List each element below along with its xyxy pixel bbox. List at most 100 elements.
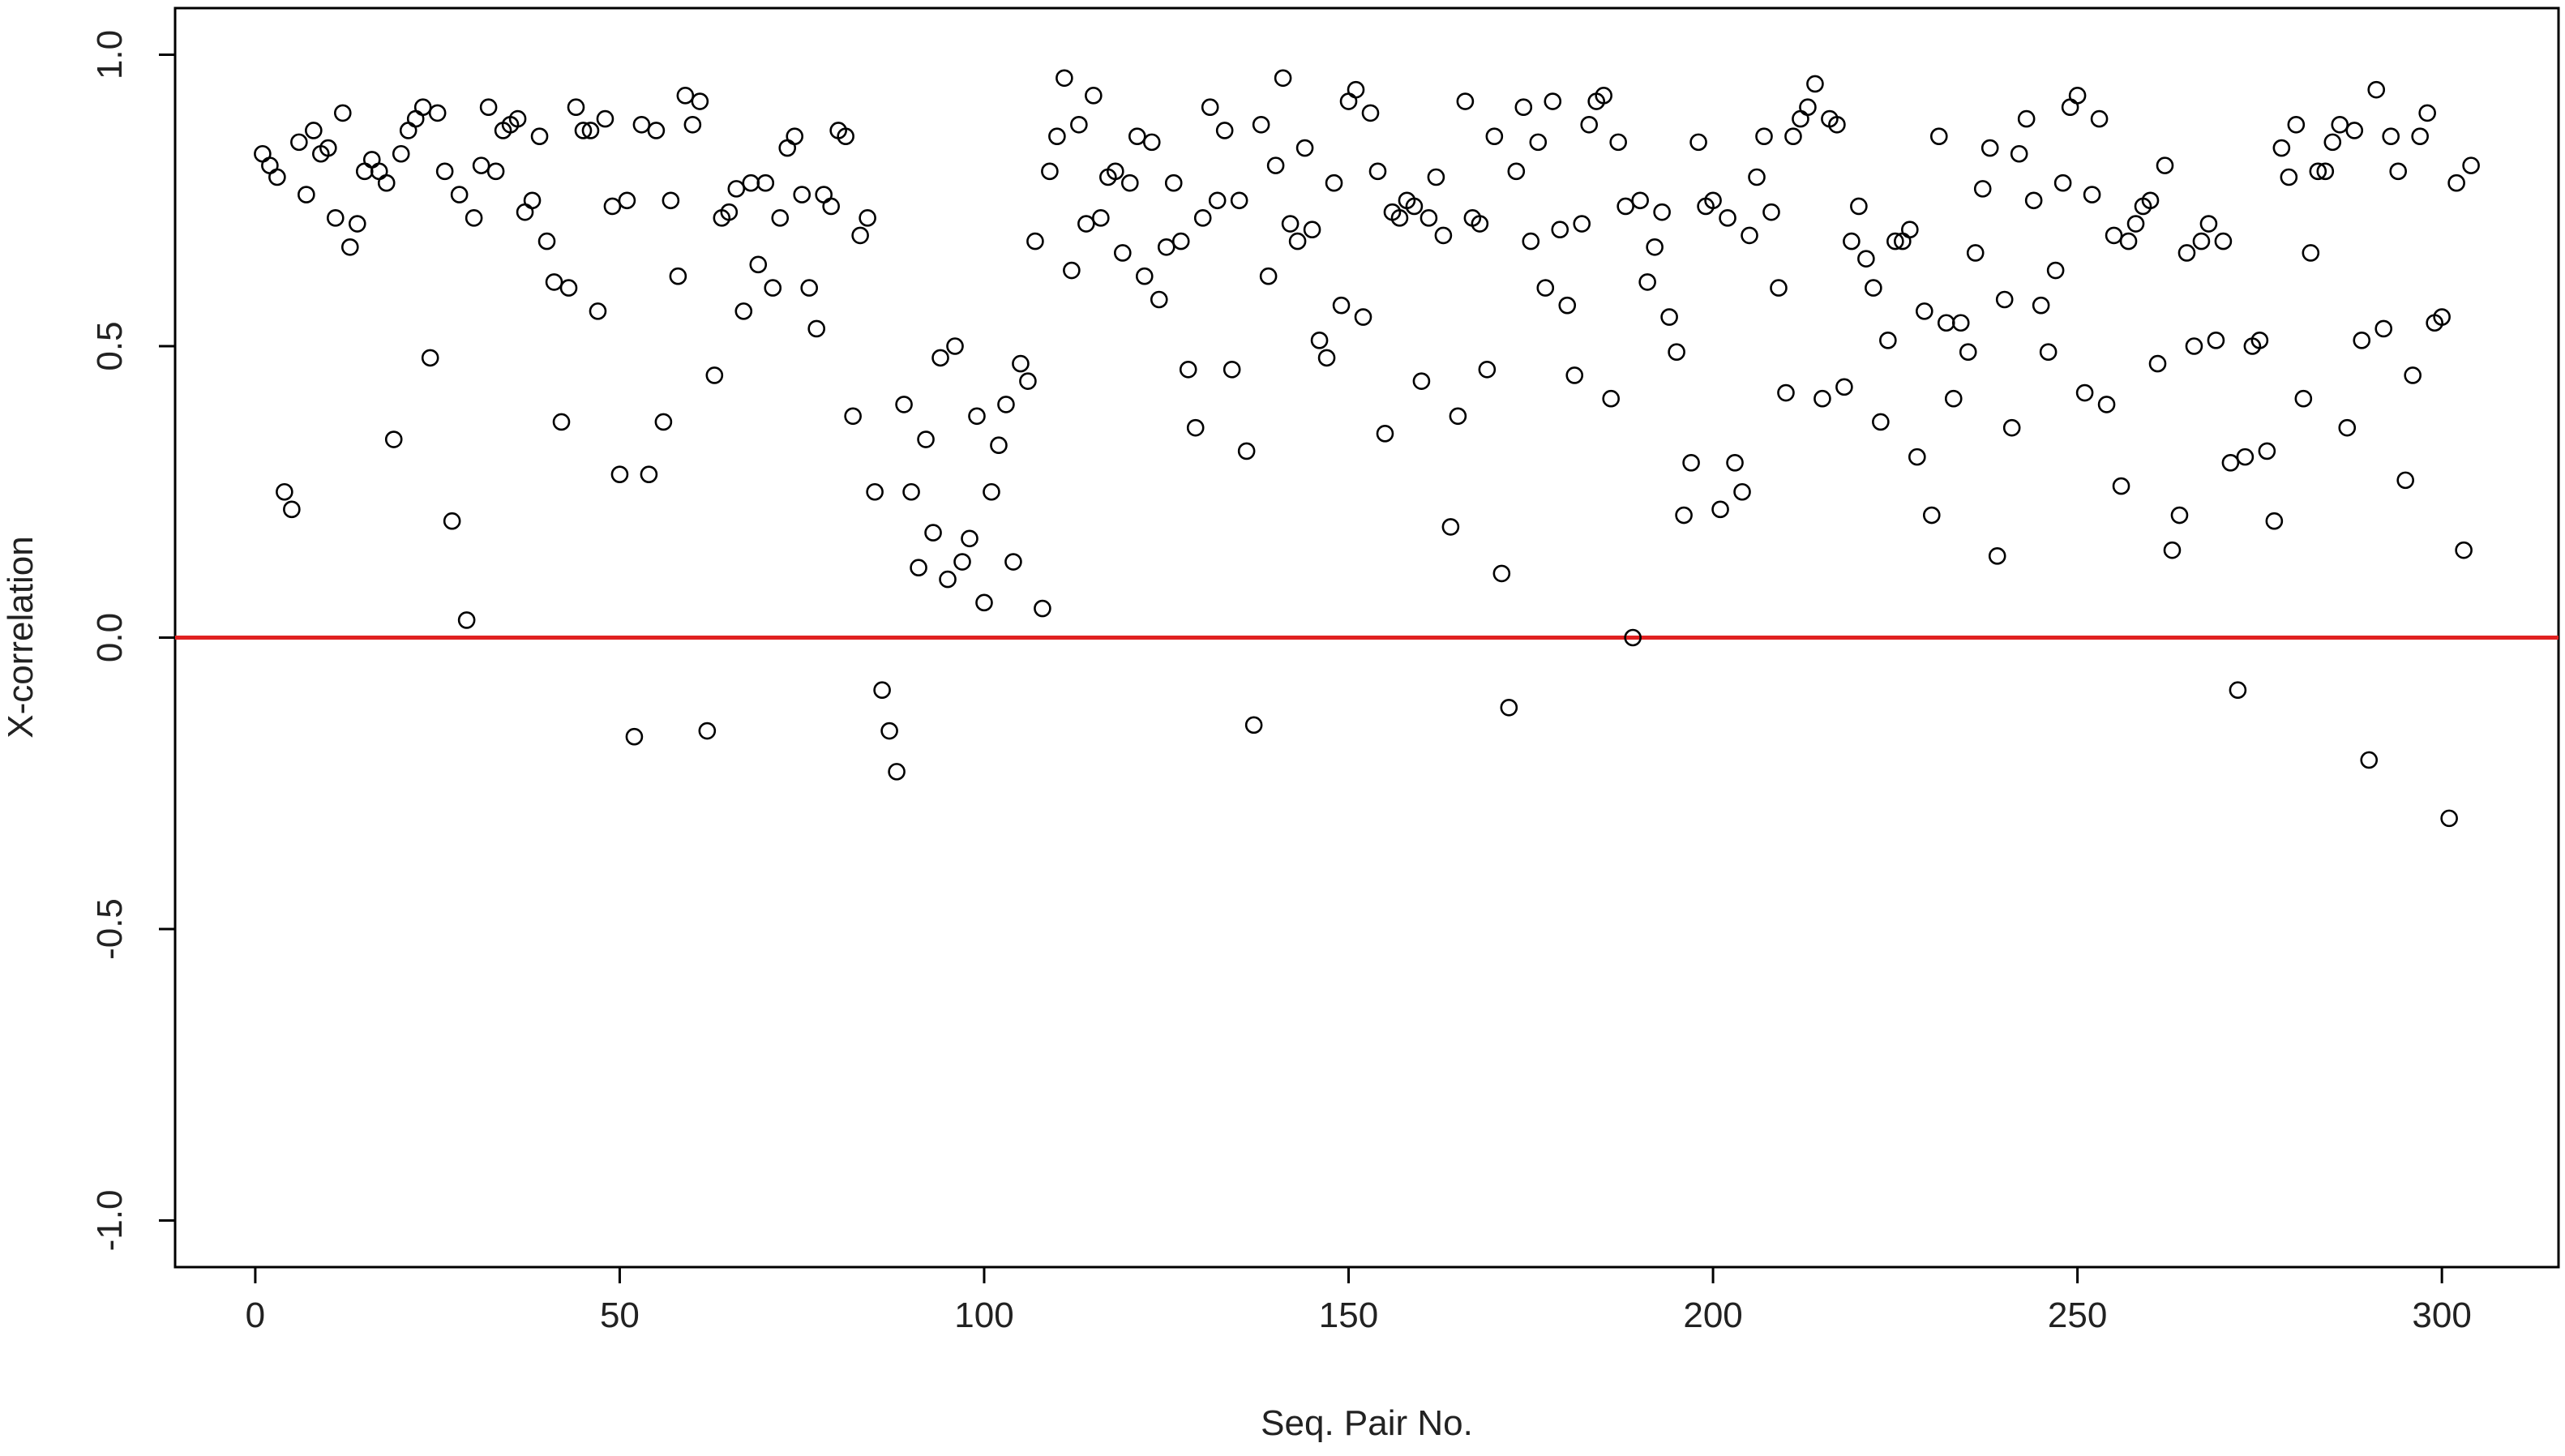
data-point	[815, 186, 833, 203]
data-point	[1128, 127, 1146, 145]
data-point	[2053, 173, 2072, 192]
data-point	[545, 273, 563, 291]
data-point	[1631, 191, 1649, 210]
data-point	[734, 302, 753, 320]
data-point	[530, 127, 549, 145]
data-point	[2090, 109, 2109, 128]
y-tick-label: 1.0	[90, 30, 130, 79]
y-tick-label: 0.5	[90, 321, 130, 370]
data-point	[1865, 279, 1882, 297]
data-point	[1660, 308, 1678, 326]
data-point	[859, 209, 876, 227]
data-point	[1843, 232, 1861, 251]
data-point	[1070, 115, 1088, 134]
data-point	[1609, 133, 1627, 152]
data-point	[406, 109, 425, 128]
data-point	[924, 524, 942, 542]
data-point	[1522, 232, 1540, 251]
data-point	[2010, 144, 2028, 163]
data-point	[1784, 127, 1802, 145]
data-point	[2083, 186, 2101, 203]
data-point	[1347, 80, 1365, 99]
data-point	[917, 430, 935, 448]
data-point	[443, 512, 461, 530]
y-axis: -1.0 -0.5 0.0 0.5 1.0	[90, 30, 177, 1251]
data-point	[1638, 273, 1656, 291]
data-point	[1835, 378, 1853, 396]
data-point	[1085, 87, 1103, 105]
data-point	[1646, 238, 1664, 256]
data-point	[946, 337, 964, 355]
data-point	[953, 553, 971, 571]
data-point	[1164, 173, 1183, 192]
data-point	[283, 500, 301, 519]
data-point	[1595, 87, 1613, 105]
data-point	[1617, 197, 1634, 216]
data-point	[778, 139, 797, 157]
data-point	[837, 127, 854, 145]
data-point	[1077, 215, 1095, 233]
x-tick-label: 300	[2412, 1295, 2471, 1335]
data-point	[1019, 372, 1037, 390]
data-point	[2250, 332, 2269, 349]
data-point	[355, 162, 374, 181]
data-point	[421, 349, 439, 367]
data-point	[362, 151, 381, 169]
data-point	[1485, 127, 1504, 145]
data-point	[2433, 308, 2451, 326]
data-point	[1675, 506, 1693, 525]
data-point	[1478, 360, 1497, 379]
data-point	[2258, 442, 2276, 460]
data-point	[1390, 209, 1409, 227]
data-point	[2061, 98, 2079, 117]
data-point	[2396, 471, 2414, 490]
data-point	[939, 570, 957, 589]
data-point	[1434, 226, 1453, 245]
data-point	[2331, 115, 2349, 134]
data-point	[2024, 191, 2043, 210]
data-point	[486, 162, 505, 181]
data-point	[1142, 133, 1161, 152]
data-point	[596, 109, 614, 128]
data-point	[559, 279, 578, 297]
data-point	[537, 232, 556, 251]
data-point	[1471, 215, 1489, 233]
data-point	[603, 197, 622, 216]
data-point	[1558, 296, 1577, 315]
data-point	[2411, 127, 2429, 145]
data-point	[1150, 290, 1168, 309]
data-point	[340, 238, 359, 256]
data-point	[1966, 244, 1985, 262]
data-point	[2316, 162, 2335, 181]
data-point	[1361, 104, 1380, 122]
data-point	[523, 191, 542, 210]
data-point	[2382, 127, 2400, 145]
data-point	[1303, 221, 1321, 239]
data-point	[2367, 80, 2386, 99]
data-point	[2170, 506, 2189, 525]
data-point	[1951, 314, 1970, 332]
data-point	[961, 529, 978, 548]
data-point	[1755, 127, 1773, 145]
data-point	[691, 92, 709, 110]
data-point	[435, 162, 454, 181]
data-point	[1244, 716, 1263, 734]
data-point	[457, 611, 476, 629]
x-tick-label: 250	[2048, 1295, 2107, 1335]
data-point	[1114, 244, 1132, 262]
x-tick-label: 0	[246, 1295, 265, 1335]
data-point	[888, 763, 906, 781]
data-point	[1828, 115, 1846, 134]
data-point	[2272, 139, 2291, 157]
data-point	[742, 173, 760, 192]
data-point	[866, 482, 884, 501]
data-point	[771, 209, 790, 227]
data-point	[2002, 418, 2021, 437]
data-point	[1922, 506, 1941, 525]
data-point	[647, 122, 666, 139]
data-point	[1107, 162, 1124, 181]
data-point	[880, 722, 898, 740]
x-tick-label: 50	[600, 1295, 640, 1335]
data-point	[618, 191, 636, 210]
data-point	[2360, 751, 2379, 769]
